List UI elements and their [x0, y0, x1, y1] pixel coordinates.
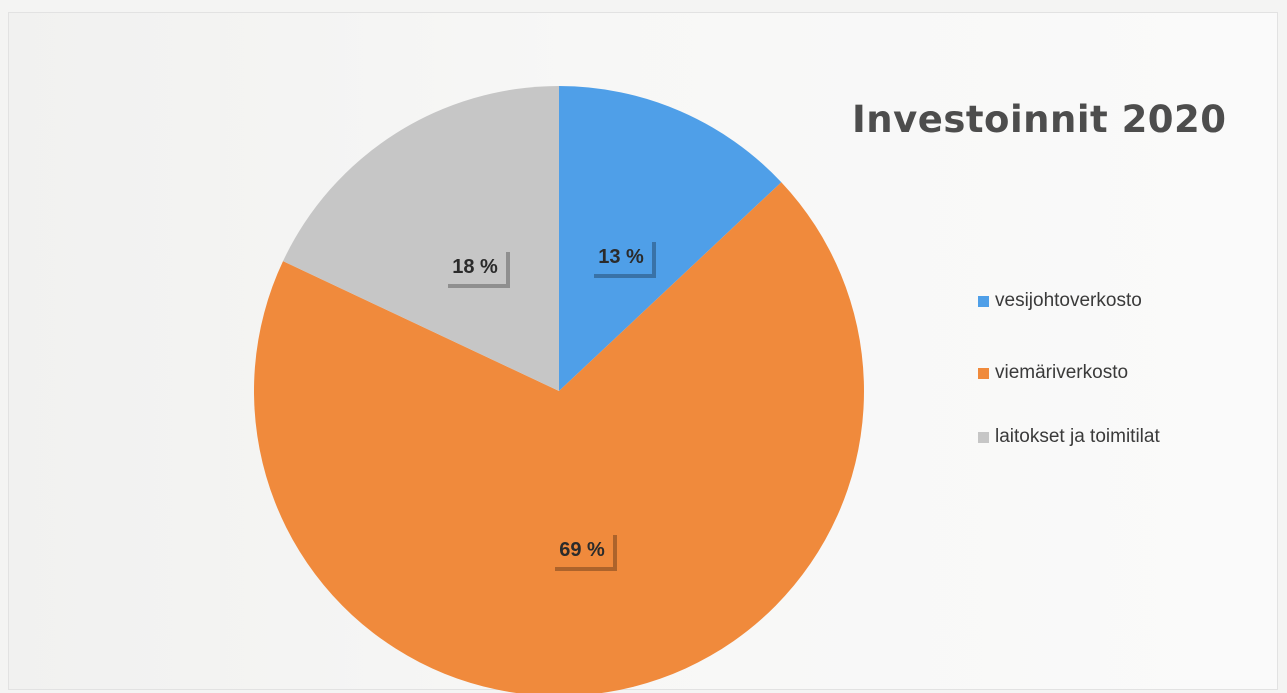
data-label-text-0: 13 %	[598, 246, 644, 268]
legend-item-laitokset: laitokset ja toimitilat	[978, 426, 1160, 448]
legend-label-vesijohtoverkosto: vesijohtoverkosto	[995, 290, 1142, 311]
data-label-text-1: 69 %	[559, 539, 605, 561]
data-label-0: 13 %	[590, 238, 656, 278]
chart-title: Investoinnit 2020	[852, 98, 1227, 141]
pie-slice-2	[283, 85, 559, 391]
legend-item-viemariverkosto: viemäriverkosto	[978, 362, 1128, 384]
pie-slice-0	[559, 86, 782, 391]
pie-slice-1	[254, 182, 864, 693]
legend-swatch-laitokset	[978, 431, 989, 443]
data-label-1: 69 %	[551, 531, 617, 571]
data-label-2: 18 %	[444, 248, 510, 288]
legend-label-laitokset: laitokset ja toimitilat	[995, 426, 1160, 447]
legend-swatch-viemariverkosto	[978, 367, 989, 379]
legend-label-viemariverkosto: viemäriverkosto	[995, 362, 1129, 383]
legend-item-vesijohtoverkosto: vesijohtoverkosto	[978, 290, 1142, 312]
legend-swatch-vesijohtoverkosto	[978, 295, 989, 307]
data-label-text-2: 18 %	[452, 256, 498, 278]
